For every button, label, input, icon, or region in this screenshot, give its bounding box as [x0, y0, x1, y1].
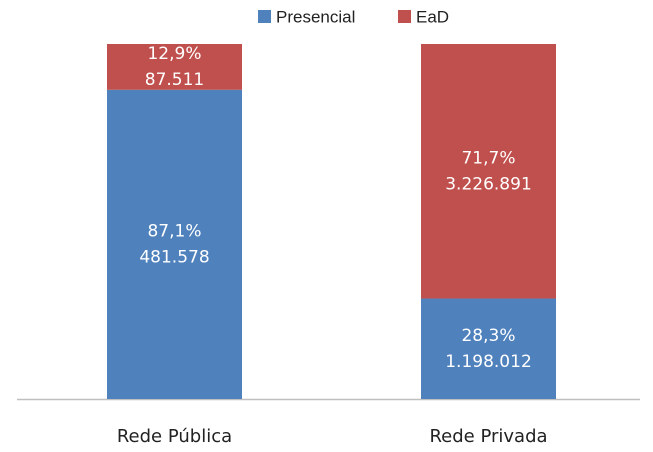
value-label: 71,7%: [461, 148, 515, 168]
x-tick-label: Rede Privada: [429, 426, 547, 447]
legend-swatch: [398, 10, 411, 23]
bar-segment: [421, 298, 556, 399]
x-tick-label: Rede Pública: [117, 426, 232, 447]
value-label: 12,9%: [147, 44, 201, 64]
count-label: 3.226.891: [445, 174, 532, 194]
legend-label: Presencial: [276, 7, 355, 26]
bar-segment: [107, 89, 242, 400]
bar-segment: [421, 44, 556, 299]
value-label: 28,3%: [461, 326, 515, 346]
count-label: 87.511: [145, 70, 204, 90]
value-label: 87,1%: [147, 221, 201, 241]
bar-segment: [107, 44, 242, 90]
count-label: 481.578: [139, 247, 209, 267]
legend-swatch: [258, 10, 271, 23]
count-label: 1.198.012: [445, 352, 532, 372]
legend-label: EaD: [416, 7, 449, 26]
